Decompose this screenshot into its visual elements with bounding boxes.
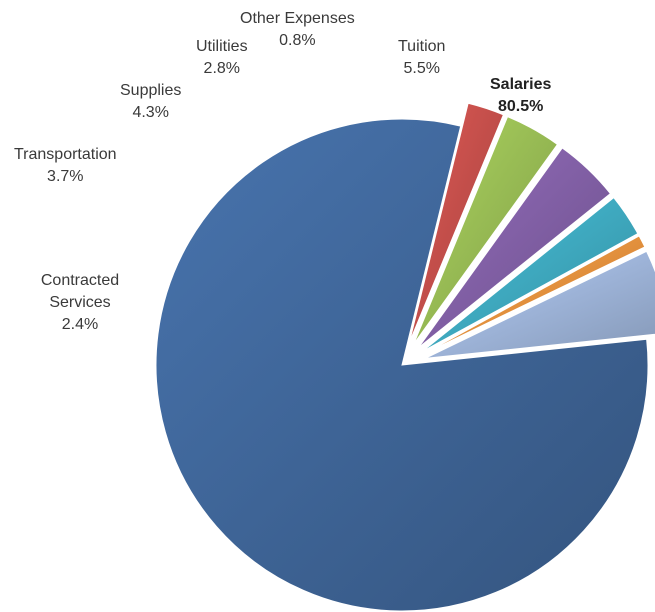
- slice-tuition: [424, 250, 655, 359]
- slice-value-supplies: 4.3%: [132, 104, 169, 121]
- slice-name-salaries: Salaries: [490, 76, 552, 93]
- slice-utilities: [421, 196, 639, 353]
- slice-transportation: [413, 116, 559, 345]
- slice-name-contracted-services: Contracted Services: [40, 272, 120, 311]
- slice-contracted-services: [408, 102, 505, 343]
- slice-value-tuition: 5.5%: [403, 60, 440, 77]
- slice-value-utilities: 2.8%: [203, 60, 241, 77]
- slice-value-other-expenses: 0.8%: [279, 32, 316, 49]
- slice-name-transportation: Transportation: [14, 146, 117, 163]
- slice-name-supplies: Supplies: [120, 82, 182, 99]
- slice-value-salaries: 80.5%: [498, 98, 544, 115]
- slice-label-contracted-services: Contracted Services 2.4%: [20, 270, 140, 336]
- slice-supplies: [418, 147, 612, 348]
- slice-label-transportation: Transportation 3.7%: [14, 144, 117, 188]
- slice-other-expenses: [423, 235, 646, 355]
- slice-label-supplies: Supplies 4.3%: [120, 80, 181, 124]
- slice-name-tuition: Tuition: [398, 38, 446, 55]
- slice-name-other-expenses: Other Expenses: [240, 10, 355, 27]
- slice-value-contracted-services: 2.4%: [61, 316, 99, 333]
- slice-label-other-expenses: Other Expenses 0.8%: [240, 8, 355, 52]
- slice-name-utilities: Utilities: [196, 38, 248, 55]
- slice-label-utilities: Utilities 2.8%: [196, 36, 248, 80]
- slice-value-transportation: 3.7%: [47, 168, 84, 185]
- slice-label-salaries: Salaries 80.5%: [490, 74, 551, 118]
- slice-salaries: [155, 118, 649, 612]
- slice-label-tuition: Tuition 5.5%: [398, 36, 445, 80]
